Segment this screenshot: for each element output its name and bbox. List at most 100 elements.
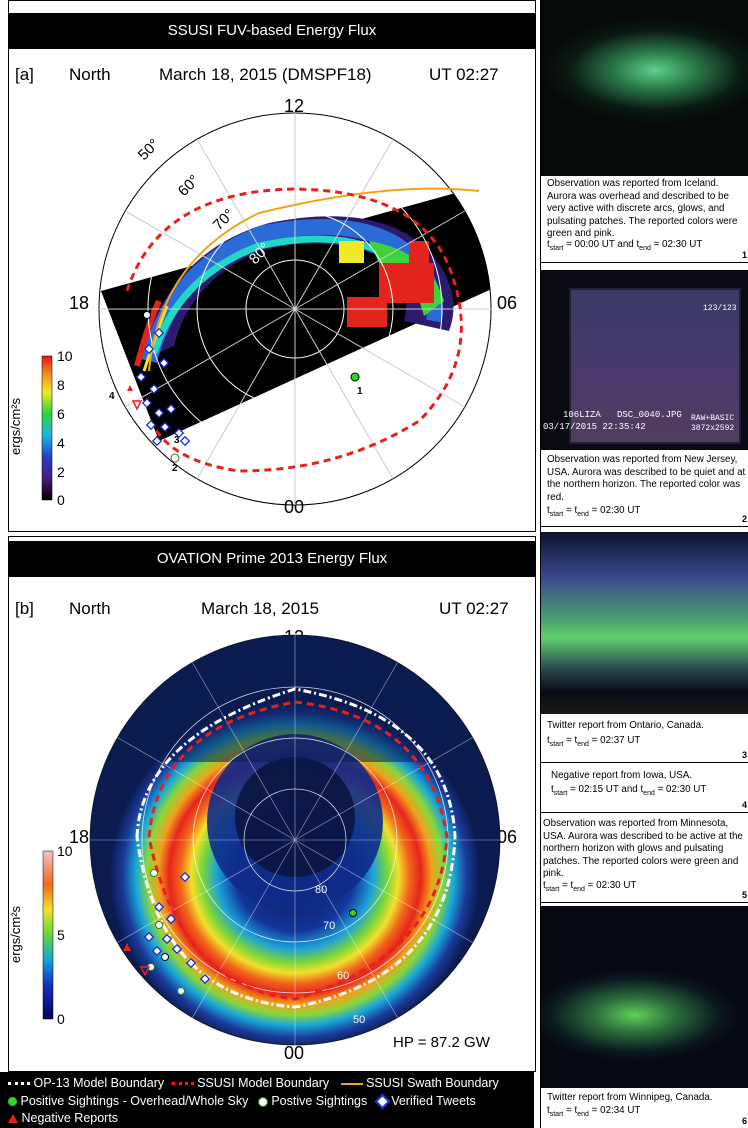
positive-marker (143, 311, 151, 319)
verified-tweets-a (135, 327, 191, 447)
positive-overhead-marker (349, 909, 357, 917)
verified-tweet-marker (158, 357, 170, 369)
negative-report-marker (127, 385, 133, 391)
panel-b-title: OVATION Prime 2013 Energy Flux (9, 541, 535, 577)
white-dot-icon (257, 1096, 268, 1107)
report-5-time: tstart = tend = 02:30 UT (543, 880, 637, 893)
verified-tweet-marker (173, 427, 185, 439)
report-2-number: 2 (741, 514, 747, 524)
legend-row-2: Positive Sightings - Overhead/Whole Sky … (8, 1093, 476, 1110)
camera-file: 106LIZA DSC_0040.JPG (563, 410, 682, 420)
legend-positive: Postive Sightings (271, 1094, 368, 1108)
grid-spoke (294, 139, 394, 310)
verified-tweet-marker (179, 435, 191, 447)
colorbar-label-b: ergs/cm²s (8, 905, 24, 964)
panel-a-date: March 18, 2015 (DMSPF18) (159, 65, 372, 84)
blue-diamond-icon (374, 1093, 390, 1110)
negative-report-marker (139, 966, 151, 977)
camera-screen (569, 288, 741, 444)
lat-label-50: 50° (135, 136, 163, 164)
grid-spoke (294, 210, 465, 310)
marker-label-2: 2 (172, 463, 178, 474)
clock-00-a: 00 (284, 497, 305, 517)
photo-ontario (541, 532, 748, 714)
report-3-caption: Twitter report from Ontario, Canada. (547, 720, 704, 731)
camera-frame-count: 123/123 (703, 304, 737, 313)
lat-label-80-b: 80 (315, 884, 327, 896)
divider (541, 812, 748, 813)
sightings-a: 1 2 3 4 (109, 311, 363, 474)
legend-positive-overhead: Positive Sightings - Overhead/Whole Sky (20, 1094, 249, 1108)
report-3-number: 3 (741, 750, 747, 760)
report-6-caption: Twitter report from Winnipeg, Canada. (547, 1092, 713, 1103)
clock-06-a: 06 (497, 293, 518, 313)
verified-tweet-marker (165, 403, 177, 415)
verified-tweet-marker (185, 957, 197, 969)
verified-tweet-marker (199, 973, 211, 985)
colorbar-tick: 2 (57, 464, 65, 480)
positive-marker (155, 921, 163, 929)
positive-marker (150, 869, 158, 877)
ssusi-model-boundary-b (147, 700, 449, 1001)
report-5-number: 5 (741, 890, 747, 900)
grid-spoke (196, 139, 296, 310)
report-1-time: tstart = 00:00 UT and tend = 02:30 UT (547, 239, 703, 252)
verified-tweet-marker (143, 931, 155, 943)
report-4-time: tstart = 02:15 UT and tend = 02:30 UT (551, 784, 707, 797)
report-2-caption: Observation was reported from New Jersey… (547, 454, 746, 503)
verified-tweet-marker (153, 327, 165, 339)
panel-a: SSUSI FUV-based Energy Flux [a] North Ma… (8, 0, 536, 532)
camera-date: 03/17/2015 22:35:42 (543, 422, 646, 432)
hemispheric-power: HP = 87.2 GW (393, 1034, 490, 1051)
verified-tweet-marker (151, 435, 163, 447)
legend-verified-tweets: Verified Tweets (391, 1094, 476, 1108)
panel-b-date: March 18, 2015 (201, 599, 320, 618)
verified-tweet-marker (165, 913, 177, 925)
positive-marker (161, 953, 169, 961)
colorbar-tick: 0 (57, 492, 65, 508)
verified-tweet-marker (153, 901, 165, 913)
panel-a-hemisphere: North (69, 65, 111, 84)
verified-tweet-marker (135, 371, 147, 383)
report-4-number: 4 (741, 800, 747, 810)
report-1-number: 1 (741, 250, 747, 260)
grid-spoke (196, 308, 296, 479)
verified-tweet-marker (141, 397, 153, 409)
grid-spoke (294, 839, 398, 1018)
panel-a-tag: [a] (15, 65, 34, 84)
clock-18-a: 18 (69, 293, 90, 313)
divider (541, 526, 748, 527)
legend-row-1: OP-13 Model Boundary SSUSI Model Boundar… (8, 1076, 499, 1090)
marker-label-3: 3 (174, 435, 180, 446)
polar-plot-a: 50° 60° 70° 80° 1 2 3 4 (41, 112, 492, 506)
verified-tweet-marker (148, 383, 160, 395)
grid-spoke (125, 210, 296, 310)
legend-ssusi-model: SSUSI Model Boundary (197, 1076, 330, 1090)
report-1-caption: Observation was reported from Iceland. A… (547, 178, 738, 239)
report-6-number: 6 (741, 1116, 747, 1126)
clock-12-a: 12 (284, 96, 305, 116)
lat-label-50-b: 50 (353, 1014, 365, 1026)
report-4-caption: Negative report from Iowa, USA. (551, 770, 693, 781)
panel-b: OVATION Prime 2013 Energy Flux [b] North… (8, 536, 536, 1072)
verified-tweet-marker (145, 419, 157, 431)
divider (541, 762, 748, 763)
divider (541, 902, 748, 903)
positive-overhead-marker (350, 372, 360, 382)
photo-iceland (541, 0, 748, 176)
panel-b-tag: [b] (15, 599, 34, 618)
grid-spoke (117, 737, 296, 841)
legend-ssusi-swath: SSUSI Swath Boundary (366, 1076, 499, 1090)
colorbar-b (42, 850, 54, 1020)
verified-tweet-marker (153, 407, 165, 419)
grid-spoke (294, 308, 465, 408)
legend-negative: Negative Reports (21, 1111, 119, 1125)
positive-marker (177, 987, 185, 995)
legend: OP-13 Model Boundary SSUSI Model Boundar… (0, 1072, 534, 1128)
colorbar-tick: 5 (57, 927, 65, 943)
verified-tweet-marker (179, 871, 191, 883)
marker-label-4: 4 (109, 391, 115, 402)
ssusi-swath-line-swatch (340, 1082, 363, 1085)
panel-b-hemisphere: North (69, 599, 111, 618)
grid-spoke (117, 839, 296, 943)
